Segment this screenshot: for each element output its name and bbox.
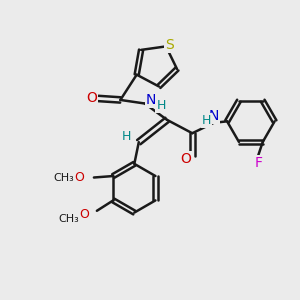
Text: CH₃: CH₃ xyxy=(58,214,79,224)
Text: N: N xyxy=(146,93,157,107)
Text: F: F xyxy=(254,156,262,170)
Text: H: H xyxy=(156,99,166,112)
Text: O: O xyxy=(75,171,85,184)
Text: O: O xyxy=(180,152,191,166)
Text: N: N xyxy=(208,109,219,123)
Text: S: S xyxy=(165,38,174,52)
Text: H: H xyxy=(122,130,131,143)
Text: H: H xyxy=(202,114,211,127)
Text: O: O xyxy=(86,92,97,106)
Text: CH₃: CH₃ xyxy=(54,172,75,182)
Text: O: O xyxy=(80,208,89,221)
